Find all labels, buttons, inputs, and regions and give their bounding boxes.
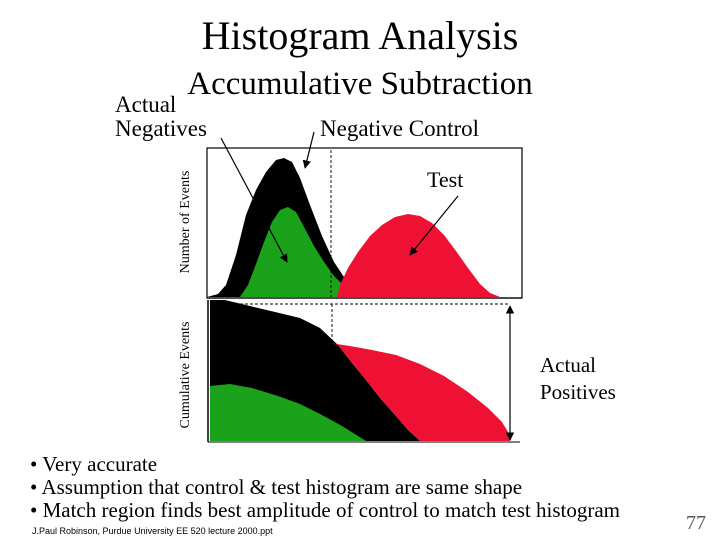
bullet-item: • Very accurate bbox=[30, 452, 158, 476]
negative-control-arrow bbox=[302, 131, 315, 169]
actual-negatives-label-line1: Actual bbox=[115, 92, 177, 117]
actual-negatives-label-line2: Negatives bbox=[115, 116, 207, 141]
actual-positives-label: Actual Positives bbox=[540, 352, 616, 406]
bullet-item: • Match region finds best amplitude of c… bbox=[30, 498, 620, 522]
slide-subtitle: Accumulative Subtraction bbox=[187, 66, 533, 102]
actual-positives-label-line2: Positives bbox=[540, 380, 616, 404]
slide-title: Histogram Analysis bbox=[201, 13, 519, 58]
test-arrow bbox=[409, 195, 459, 256]
page-number: 77 bbox=[686, 512, 706, 534]
test-histogram bbox=[337, 214, 500, 297]
actual-negatives-cumulative bbox=[210, 384, 366, 441]
footer-credit: J.Paul Robinson, Purdue University EE 52… bbox=[32, 526, 273, 536]
actual-negatives-arrow bbox=[220, 137, 288, 263]
actual-positives-label-line1: Actual bbox=[540, 353, 596, 377]
bullet-list: • Very accurate • Assumption that contro… bbox=[30, 453, 620, 522]
actual-negatives-label: Actual Negatives bbox=[115, 93, 207, 141]
bullet-item: • Assumption that control & test histogr… bbox=[30, 475, 523, 499]
test-label: Test bbox=[427, 167, 464, 192]
test-cumulative bbox=[330, 343, 510, 441]
negative-control-label: Negative Control bbox=[320, 116, 480, 141]
